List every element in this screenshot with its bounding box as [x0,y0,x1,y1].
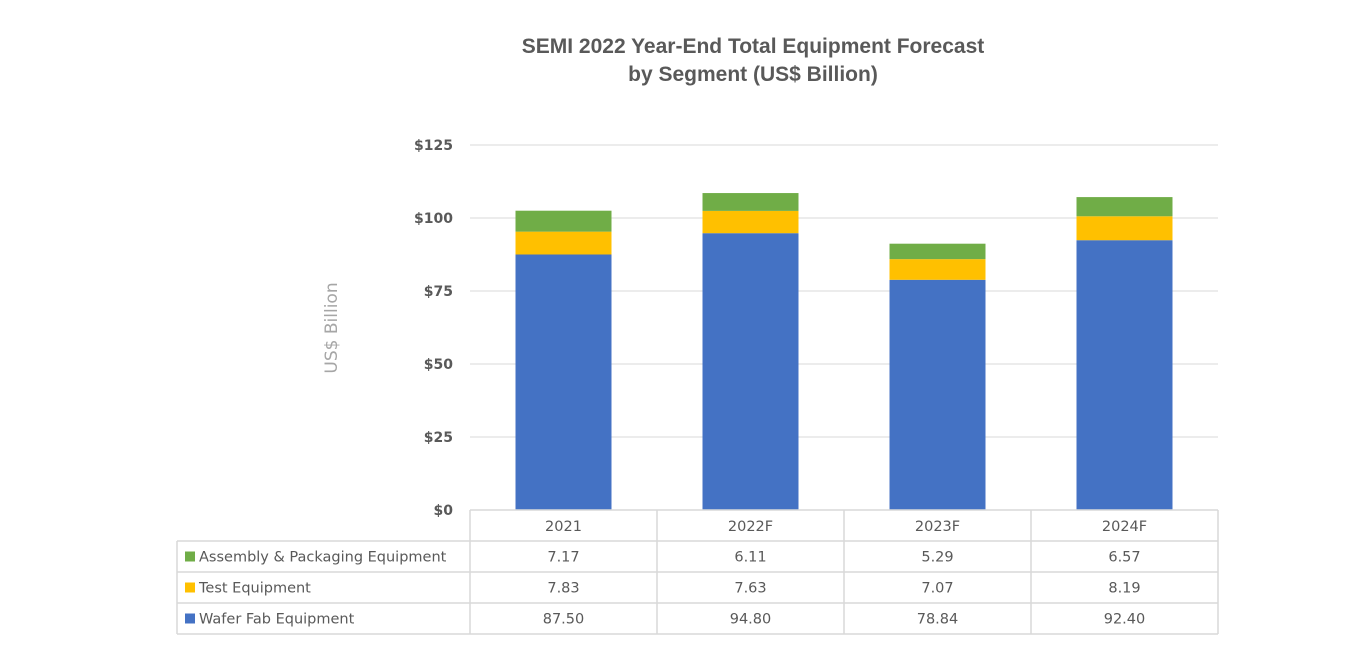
x-tick-label: 2024F [1102,519,1147,535]
bar-segment-assembly-packaging-equipment-2021 [515,210,612,232]
bar-segment-wafer-fab-equipment-2022f [702,233,799,510]
data-label: 94.80 [730,612,772,628]
legend-label: Test Equipment [198,581,311,597]
x-tick-label: 2021 [545,519,582,535]
y-tick-label: $125 [414,138,453,154]
bar-segment-wafer-fab-equipment-2021 [515,254,612,510]
data-label: 87.50 [543,612,585,628]
legend-swatch [185,551,195,562]
bar-segment-test-equipment-2021 [515,231,612,255]
chart-title: SEMI 2022 Year-End Total Equipment Forec… [522,35,985,58]
y-tick-label: $25 [424,430,453,446]
legend-label: Wafer Fab Equipment [199,612,355,628]
data-label: 7.63 [734,581,766,597]
data-label: 8.19 [1108,581,1140,597]
bar-segment-test-equipment-2022f [702,210,799,234]
bars [515,193,1173,510]
y-tick-label: $75 [424,284,453,300]
bar-segment-wafer-fab-equipment-2024f [1076,240,1173,510]
bar-segment-assembly-packaging-equipment-2023f [889,243,986,260]
data-label: 7.83 [547,581,579,597]
data-table: 2021 2022F 2023F 2024F Assembly & Packaging … [176,509,1219,635]
data-label: 78.84 [917,612,959,628]
legend-label: Assembly & Packaging Equipment [199,550,447,566]
data-label: 7.07 [921,581,953,597]
x-tick-label: 2023F [915,519,960,535]
data-label: 6.57 [1108,550,1140,566]
y-tick-label: $0 [434,503,454,519]
data-label: 6.11 [734,550,766,566]
y-tick-label: $50 [424,357,453,373]
x-tick-label: 2022F [728,519,773,535]
legend-swatch [185,613,195,624]
bar-segment-wafer-fab-equipment-2023f [889,279,986,510]
data-label: 7.17 [547,550,579,566]
legend-swatch [185,582,195,593]
bar-segment-test-equipment-2023f [889,259,986,280]
y-axis-ticks: $0 $25 $50 $75 $100 $125 [414,138,453,519]
y-tick-label: $100 [414,211,453,227]
data-label: 5.29 [921,550,953,566]
bar-segment-assembly-packaging-equipment-2024f [1076,197,1173,217]
data-label: 92.40 [1104,612,1146,628]
chart-subtitle: by Segment (US$ Billion) [628,63,878,86]
bar-segment-test-equipment-2024f [1076,216,1173,241]
bar-segment-assembly-packaging-equipment-2022f [702,193,799,211]
y-axis-label: US$ Billion [322,282,342,373]
